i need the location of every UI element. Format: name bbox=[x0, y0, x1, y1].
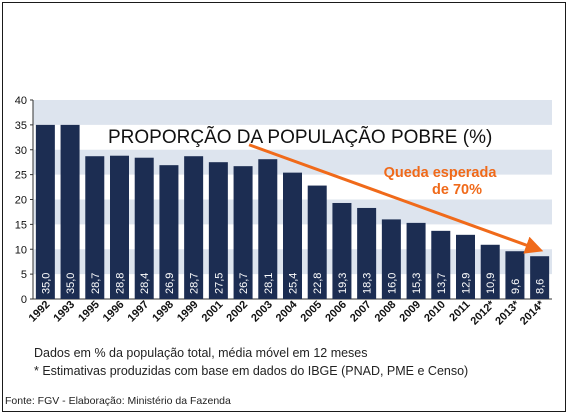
x-tick-label: 1998 bbox=[150, 299, 176, 325]
y-tick-label: 40 bbox=[15, 95, 27, 107]
y-tick-label: 25 bbox=[15, 170, 27, 182]
x-tick-label: 2009 bbox=[397, 299, 423, 325]
x-tick-label: 2008 bbox=[373, 299, 399, 325]
grid-band bbox=[33, 100, 552, 125]
x-tick-label: 1993 bbox=[51, 299, 77, 325]
bar bbox=[332, 202, 352, 299]
bar bbox=[60, 124, 80, 299]
bar-value-label: 19,3 bbox=[337, 273, 349, 294]
bar bbox=[134, 157, 154, 299]
bar-value-label: 26,9 bbox=[164, 273, 176, 294]
bar bbox=[184, 156, 204, 299]
bar bbox=[258, 159, 278, 299]
bar-value-label: 27,5 bbox=[213, 273, 225, 294]
x-tick-label: 2003 bbox=[249, 299, 275, 325]
bar-value-label: 15,3 bbox=[411, 273, 423, 294]
bar bbox=[233, 166, 253, 299]
x-tick-label: 1999 bbox=[175, 299, 201, 325]
chart-frame bbox=[2, 2, 566, 412]
y-tick-label: 35 bbox=[15, 120, 27, 132]
bar bbox=[480, 244, 500, 299]
trend-arrow bbox=[248, 143, 544, 254]
x-tick-label: 1997 bbox=[126, 299, 152, 325]
y-tick-label: 30 bbox=[15, 145, 27, 157]
source-text: Fonte: FGV - Elaboração: Ministério da F… bbox=[5, 395, 231, 407]
bar bbox=[110, 155, 129, 299]
bar-value-label: 18,3 bbox=[362, 273, 374, 294]
x-tick-label: 2002 bbox=[224, 299, 250, 325]
bar-value-label: 12,9 bbox=[461, 273, 473, 294]
bar-value-label: 25,4 bbox=[288, 273, 300, 294]
x-tick-label: 2014* bbox=[518, 298, 547, 327]
bar-value-label: 28,7 bbox=[90, 273, 102, 294]
bar-value-label: 26,7 bbox=[238, 273, 250, 294]
bar-value-label: 28,8 bbox=[115, 273, 127, 294]
x-tick-label: 1996 bbox=[101, 299, 127, 325]
bar-value-label: 13,7 bbox=[436, 273, 448, 294]
x-tick-label: 2013* bbox=[493, 298, 522, 327]
x-tick-label: 2012* bbox=[469, 298, 498, 327]
bar bbox=[381, 219, 401, 299]
bar bbox=[159, 165, 179, 299]
bar bbox=[85, 156, 105, 299]
chart-title: PROPORÇÃO DA POPULAÇÃO POBRE (%) bbox=[108, 126, 492, 148]
y-tick-label: 5 bbox=[21, 269, 27, 281]
x-tick-label: 2010 bbox=[422, 299, 448, 325]
bar bbox=[406, 222, 426, 299]
x-tick-label: 2001 bbox=[200, 299, 226, 325]
x-tick-label: 2007 bbox=[348, 299, 374, 325]
x-tick-label: 2004 bbox=[274, 298, 300, 324]
x-tick-label: 1992 bbox=[27, 299, 53, 325]
bar bbox=[35, 124, 55, 299]
bar-value-label: 28,4 bbox=[139, 273, 151, 294]
x-tick-label: 2005 bbox=[299, 299, 325, 325]
bar bbox=[357, 207, 377, 299]
y-tick-label: 20 bbox=[15, 195, 27, 207]
y-tick-label: 10 bbox=[15, 244, 27, 256]
note-estimates: * Estimativas produzidas com base em dad… bbox=[34, 364, 469, 378]
x-tick-label: 1995 bbox=[76, 299, 102, 325]
bar-value-label: 10,9 bbox=[485, 273, 497, 294]
bar bbox=[283, 172, 302, 299]
bar bbox=[505, 251, 525, 299]
bar-value-label: 35,0 bbox=[65, 273, 77, 294]
bar bbox=[530, 256, 550, 299]
bar bbox=[208, 162, 228, 299]
bar-value-label: 9,6 bbox=[510, 279, 522, 294]
note-data-description: Dados em % da população total, média móv… bbox=[34, 346, 368, 360]
bar-value-label: 16,0 bbox=[386, 273, 398, 294]
bar-value-label: 35,0 bbox=[40, 273, 52, 294]
bar bbox=[431, 230, 451, 299]
bar-value-label: 22,8 bbox=[312, 273, 324, 294]
bar bbox=[307, 185, 327, 299]
bar-value-label: 8,6 bbox=[535, 279, 547, 294]
x-tick-label: 2006 bbox=[323, 299, 349, 325]
bar bbox=[456, 234, 475, 299]
annotation-line2: de 70% bbox=[432, 182, 482, 198]
y-tick-label: 15 bbox=[15, 219, 27, 231]
bar-value-label: 28,1 bbox=[263, 273, 275, 294]
bar-value-label: 28,7 bbox=[189, 273, 201, 294]
annotation-line1: Queda esperada bbox=[384, 165, 498, 181]
y-tick-label: 0 bbox=[21, 294, 27, 306]
